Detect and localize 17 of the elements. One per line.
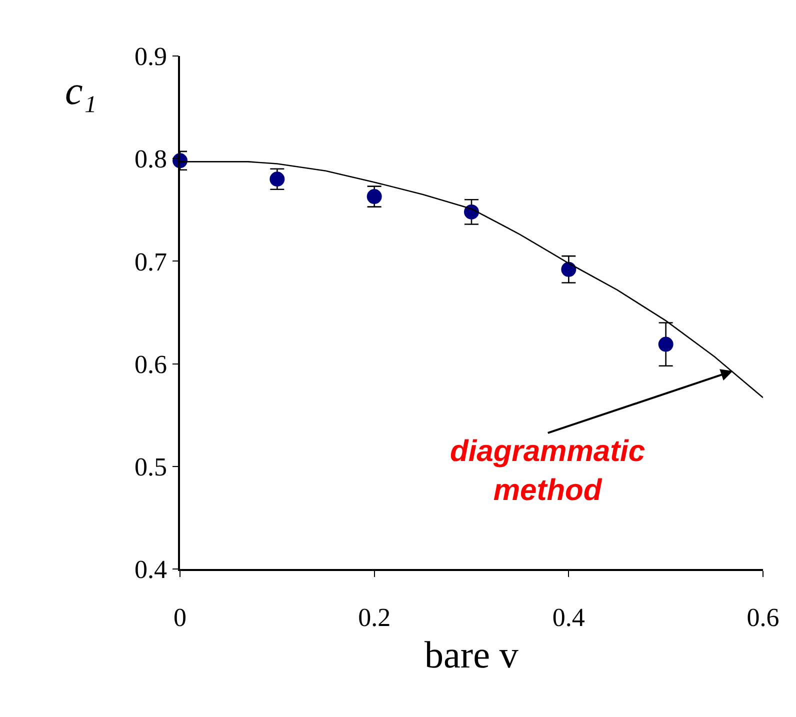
- point: [561, 262, 576, 277]
- y-tick-label: 0.4: [134, 555, 168, 584]
- annotation: diagrammatic method: [450, 435, 646, 507]
- y-axis-title: c₁: [65, 68, 97, 113]
- y-tick-label: 0.9: [134, 42, 168, 72]
- y-tick-label: 0.7: [134, 247, 168, 276]
- y-tick-label: 0.5: [134, 452, 168, 482]
- x-axis-title: bare v: [424, 634, 518, 677]
- x-tick-label: 0.4: [552, 602, 585, 632]
- point: [270, 172, 285, 187]
- x-tick-label: 0: [174, 602, 186, 632]
- y-tick-label: 0.6: [134, 350, 168, 379]
- point: [366, 189, 382, 204]
- y-tick-label: 0.8: [134, 144, 168, 174]
- x-tick-label: 0.2: [358, 602, 391, 632]
- x-tick-label: 0.6: [746, 602, 780, 632]
- point: [658, 336, 674, 352]
